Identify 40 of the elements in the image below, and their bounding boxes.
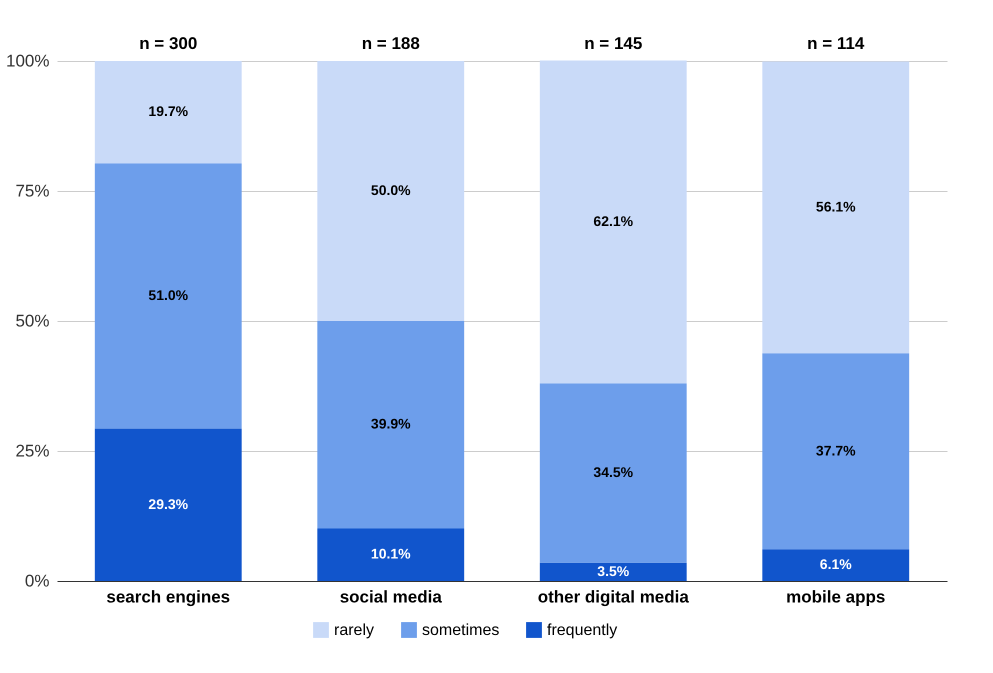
- bar: [94, 428, 242, 581]
- text: 39.9%: [370, 416, 411, 432]
- bar: [317, 321, 464, 528]
- text: n = 145: [584, 34, 642, 53]
- x-tick-label: search engines: [106, 588, 230, 606]
- y-tick-label: 100%: [6, 52, 50, 70]
- text: n = 188: [362, 34, 420, 53]
- x-tick-label: other digital media: [538, 588, 690, 606]
- text: 37.7%: [816, 442, 856, 458]
- bar: [540, 562, 687, 581]
- text: 6.1%: [820, 556, 852, 572]
- text: 51.0%: [148, 287, 188, 304]
- text: 29.3%: [148, 496, 188, 512]
- y-tick-label: 25%: [15, 442, 50, 460]
- legend-label: frequently: [547, 622, 618, 639]
- text: 10.1%: [370, 546, 411, 562]
- x-tick-label: mobile apps: [786, 588, 886, 606]
- y-tick-label: 50%: [15, 312, 50, 330]
- bar: [540, 60, 687, 384]
- bar: [762, 62, 910, 354]
- text: 56.1%: [816, 198, 856, 214]
- text: 3.5%: [597, 562, 630, 579]
- bar: [540, 383, 687, 563]
- y-tick-label: 0%: [24, 572, 50, 590]
- text: 34.5%: [593, 464, 634, 480]
- bar: [762, 549, 910, 581]
- bar: [317, 528, 464, 581]
- legend-label: sometimes: [422, 622, 500, 639]
- bar: [94, 163, 242, 429]
- bar: [94, 61, 242, 164]
- text: n = 300: [139, 34, 198, 53]
- bar: [762, 353, 910, 550]
- legend-label: rarely: [334, 622, 374, 639]
- bar: [317, 61, 464, 321]
- text: 62.1%: [593, 212, 634, 229]
- text: n = 114: [807, 34, 865, 53]
- x-tick-label: social media: [340, 588, 442, 606]
- text: 19.7%: [148, 103, 188, 120]
- y-tick-label: 75%: [15, 182, 50, 200]
- text: 50.0%: [370, 182, 411, 198]
